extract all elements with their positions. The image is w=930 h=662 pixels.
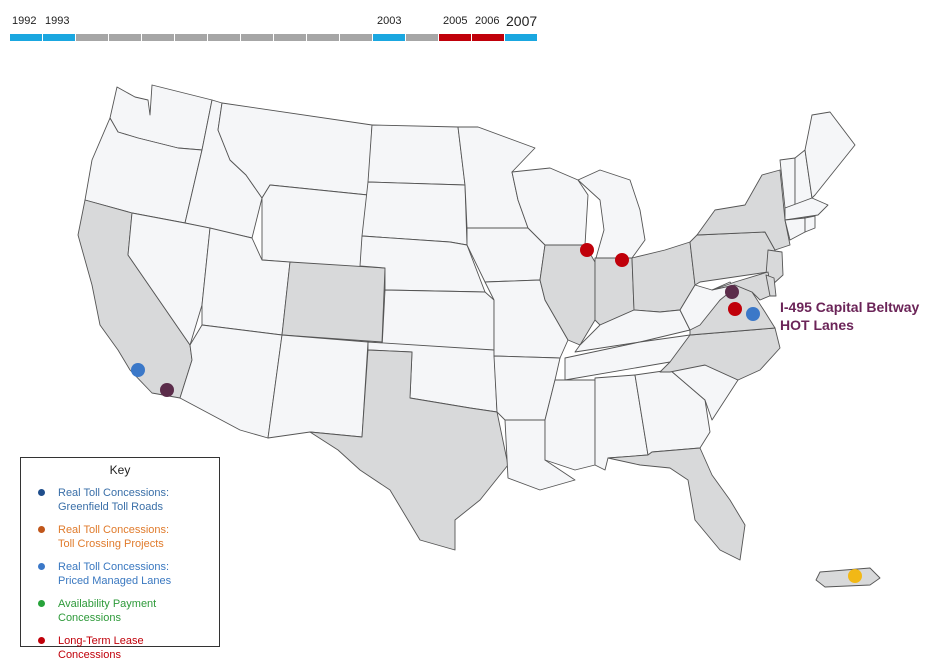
timeline-segment-15[interactable] — [505, 34, 537, 41]
timeline-segment-13[interactable] — [439, 34, 471, 41]
state-massachusetts[interactable] — [784, 197, 829, 221]
timeline: 1992 1993 2003 2005 2006 2007 — [0, 0, 560, 50]
state-florida[interactable] — [607, 447, 746, 561]
year-label-1993: 1993 — [45, 15, 70, 27]
year-label-1992: 1992 — [12, 15, 37, 27]
state-colorado[interactable] — [281, 261, 386, 343]
timeline-segment-12[interactable] — [406, 34, 438, 41]
timeline-segment-4[interactable] — [142, 34, 174, 41]
legend-dot-icon — [38, 600, 45, 607]
timeline-segment-5[interactable] — [175, 34, 207, 41]
state-maryland[interactable] — [711, 271, 773, 301]
state-rhode-island[interactable] — [804, 215, 816, 233]
marker-northern-virginia[interactable] — [725, 285, 739, 299]
timeline-segment-14[interactable] — [472, 34, 504, 41]
legend-item-managed-lanes: Real Toll Concessions: Priced Managed La… — [21, 560, 219, 588]
legend-item-toll-crossing: Real Toll Concessions: Toll Crossing Pro… — [21, 523, 219, 551]
state-north-carolina[interactable] — [659, 327, 781, 381]
legend-dot-icon — [38, 563, 45, 570]
year-label-2003: 2003 — [377, 15, 402, 27]
callout-line-1: I-495 Capital Beltway — [780, 299, 920, 315]
marker-southern-california-managed-lanes[interactable] — [131, 363, 145, 377]
state-wyoming[interactable] — [261, 184, 369, 269]
legend-item-line2: Toll Crossing Projects — [58, 538, 164, 550]
timeline-segment-9[interactable] — [307, 34, 339, 41]
timeline-segment-0[interactable] — [10, 34, 42, 41]
timeline-segment-11[interactable] — [373, 34, 405, 41]
legend-item-line1: Availability Payment — [58, 598, 157, 610]
marker-southern-california-2[interactable] — [160, 383, 174, 397]
timeline-segment-7[interactable] — [241, 34, 273, 41]
timeline-segment-1[interactable] — [43, 34, 75, 41]
state-maine[interactable] — [804, 111, 856, 199]
legend-title: Key — [109, 463, 131, 477]
year-label-2006: 2006 — [475, 15, 500, 27]
legend-item-greenfield: Real Toll Concessions: Greenfield Toll R… — [21, 486, 219, 514]
state-new-mexico[interactable] — [267, 334, 369, 439]
legend-item-line2: Priced Managed Lanes — [58, 575, 172, 587]
legend-item-long-term-lease: Long-Term Lease Concessions — [21, 634, 219, 662]
marker-virginia-lease[interactable] — [728, 302, 742, 316]
state-arizona[interactable] — [179, 324, 283, 439]
state-north-dakota[interactable] — [367, 124, 466, 186]
legend-dot-icon — [38, 489, 45, 496]
legend-dot-icon — [38, 637, 45, 644]
state-mississippi[interactable] — [544, 379, 596, 471]
legend-item-line1: Real Toll Concessions: — [58, 524, 170, 536]
legend-item-line1: Real Toll Concessions: — [58, 561, 170, 573]
state-texas[interactable] — [309, 349, 509, 551]
state-kansas[interactable] — [381, 289, 495, 351]
legend-key: Key Real Toll Concessions: Greenfield To… — [20, 457, 220, 661]
timeline-segment-10[interactable] — [340, 34, 372, 41]
legend-item-line2: Concessions — [58, 612, 121, 624]
state-new-york[interactable] — [696, 169, 791, 251]
state-delaware[interactable] — [765, 274, 777, 297]
year-label-2007: 2007 — [506, 13, 538, 29]
state-iowa[interactable] — [466, 227, 546, 283]
marker-indiana-toll-road[interactable] — [615, 253, 629, 267]
timeline-segment-2[interactable] — [76, 34, 108, 41]
timeline-segment-8[interactable] — [274, 34, 306, 41]
marker-chicago-skyway[interactable] — [580, 243, 594, 257]
legend-item-availability-payment: Availability Payment Concessions — [21, 597, 219, 625]
legend-item-line1: Long-Term Lease — [58, 635, 144, 647]
state-michigan[interactable] — [577, 169, 646, 259]
marker-i495-capital-beltway[interactable] — [746, 307, 760, 321]
timeline-segment-6[interactable] — [208, 34, 240, 41]
year-label-2005: 2005 — [443, 15, 468, 27]
legend-item-line2: Concessions — [58, 649, 121, 661]
state-south-dakota[interactable] — [361, 181, 468, 246]
state-puerto-rico[interactable] — [815, 567, 881, 588]
legend-dot-icon — [38, 526, 45, 533]
marker-puerto-rico[interactable] — [848, 569, 862, 583]
legend-item-line1: Real Toll Concessions: — [58, 487, 170, 499]
timeline-segment-3[interactable] — [109, 34, 141, 41]
legend-item-line2: Greenfield Toll Roads — [58, 501, 163, 513]
i495-callout: I-495 Capital Beltway HOT Lanes — [780, 298, 930, 334]
callout-line-2: HOT Lanes — [780, 317, 854, 333]
